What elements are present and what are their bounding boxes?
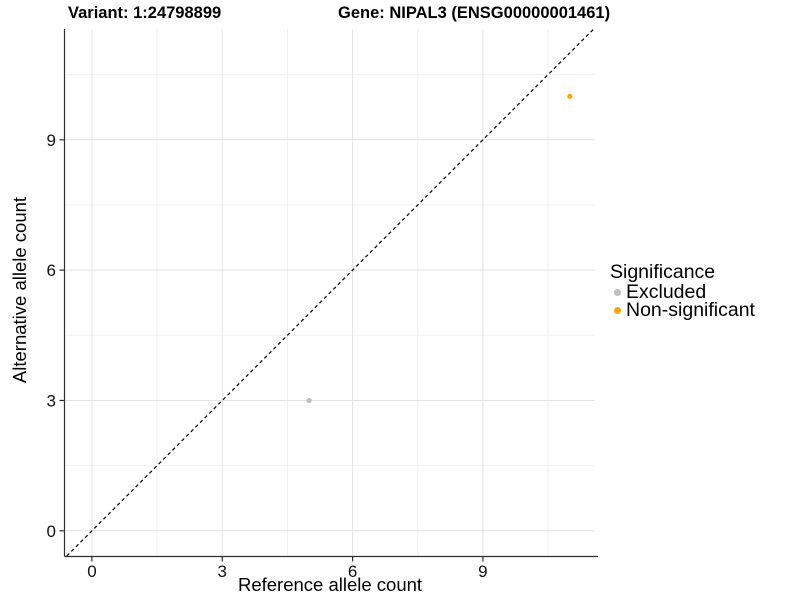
non-significant-point-icon xyxy=(614,306,621,314)
data-point-excluded xyxy=(306,397,312,404)
legend-label-excluded: Excluded xyxy=(626,281,707,303)
x-axis-label: Reference allele count xyxy=(237,574,423,595)
excluded-point-icon xyxy=(614,288,621,296)
y-tick-label: 9 xyxy=(47,131,56,150)
legend-item-non-significant: Non-significant xyxy=(610,299,755,321)
y-axis-label: Alternative allele count xyxy=(9,196,30,384)
data-point-non-significant xyxy=(567,93,573,99)
legend-item-excluded: Excluded xyxy=(610,281,755,303)
legend: Significance Excluded Non-significant xyxy=(610,261,755,321)
y-tick-label: 6 xyxy=(47,261,56,280)
identity-line xyxy=(66,28,595,557)
y-tick-label: 0 xyxy=(47,522,56,541)
plot-title-variant: Variant: 1:24798899 xyxy=(68,4,222,22)
y-tick-label: 3 xyxy=(47,391,56,410)
x-tick-label: 0 xyxy=(87,562,96,581)
x-tick-label: 6 xyxy=(348,562,357,581)
legend-label-non-significant: Non-significant xyxy=(626,299,755,321)
plot-title-gene: Gene: NIPAL3 (ENSG00000001461) xyxy=(338,4,611,22)
x-tick-label: 3 xyxy=(218,562,227,581)
x-tick-label: 9 xyxy=(478,562,487,581)
legend-title: Significance xyxy=(610,261,716,283)
